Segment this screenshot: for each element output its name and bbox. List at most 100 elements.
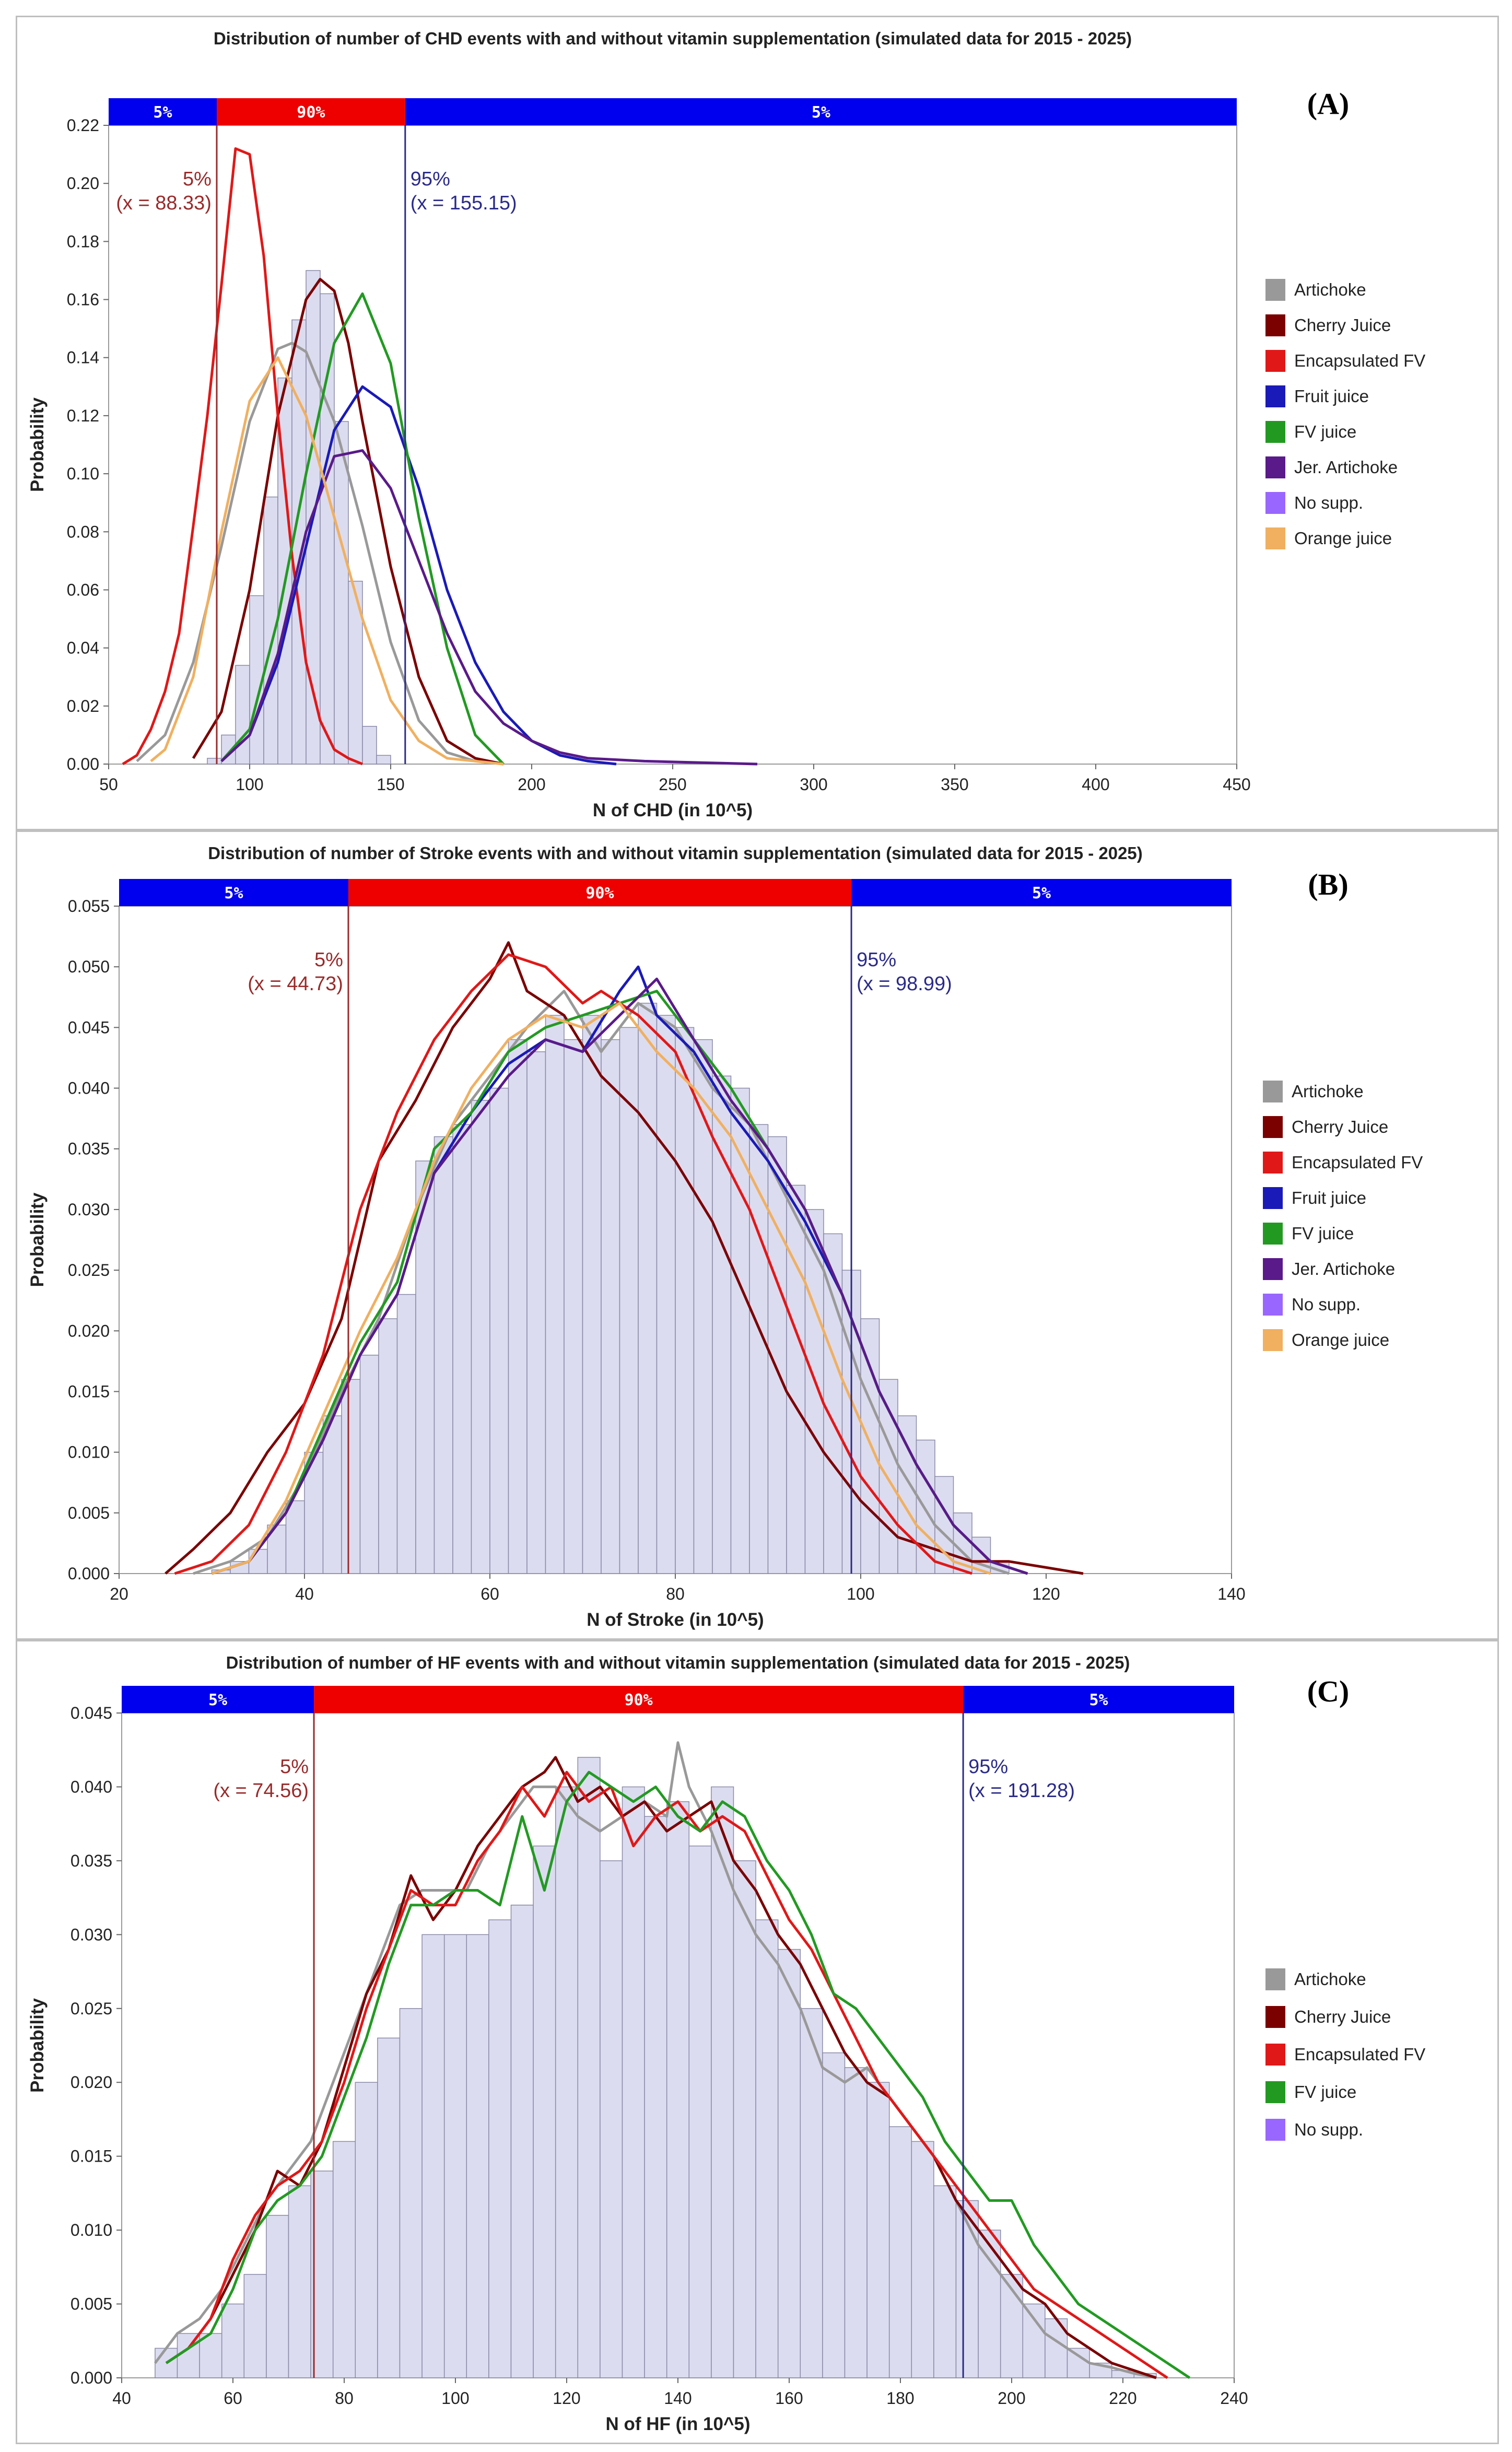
y-tick-label: 0.030 [68, 1200, 110, 1219]
histogram-bar [378, 1318, 398, 1574]
histogram-bar [355, 2082, 378, 2378]
low-percentile-label: 5% [314, 949, 343, 971]
histogram-bar [362, 725, 377, 765]
histogram-bar [577, 1757, 601, 2378]
band-high-segment [963, 1686, 1234, 1713]
legend-swatch-no-supp [1263, 1294, 1283, 1316]
series-line-encapsulated-fv [165, 1770, 1168, 2379]
histogram-bar [1022, 2303, 1046, 2378]
y-tick-label: 0.035 [71, 1851, 112, 1870]
histogram-bar [489, 1087, 509, 1574]
x-tick-label: 60 [480, 1585, 499, 1603]
x-tick-label: 240 [1220, 2389, 1248, 2408]
histogram-bar [243, 2274, 267, 2378]
chart-title: Distribution of number of Stroke events … [208, 843, 1143, 863]
series-line-fv-juice [220, 292, 505, 765]
x-tick-label: 180 [886, 2389, 914, 2408]
series-line-orange-juice [150, 356, 504, 766]
x-tick-label: 100 [441, 2389, 469, 2408]
y-tick-label: 0.025 [68, 1261, 110, 1280]
x-tick-label: 200 [518, 775, 545, 794]
legend-label-artichoke: Artichoke [1294, 1969, 1366, 1989]
y-tick-label: 0.020 [68, 1321, 110, 1340]
x-tick-label: 140 [664, 2389, 691, 2408]
histogram-bar [888, 2126, 912, 2378]
y-tick-label: 0.14 [67, 348, 99, 367]
series-line-fv-juice [165, 1770, 1191, 2379]
histogram-bar [730, 1087, 750, 1574]
high-percentile-label: 95% [968, 1756, 1008, 1778]
y-tick-label: 0.010 [68, 1443, 110, 1462]
histogram-bar [433, 1136, 453, 1574]
x-axis-label: N of HF (in 10^5) [605, 2414, 750, 2434]
legend-label-fv-juice: FV juice [1294, 422, 1356, 441]
x-tick-label: 80 [335, 2389, 354, 2408]
legend-swatch-no-supp [1265, 492, 1285, 514]
y-tick-label: 0.040 [71, 1777, 112, 1796]
legend-swatch-artichoke [1265, 1968, 1285, 1990]
legend-swatch-encapsulated-fv [1263, 1152, 1283, 1174]
histogram-bar [466, 1934, 489, 2378]
x-tick-label: 100 [236, 775, 263, 794]
series-line-jer-artichoke [220, 449, 758, 766]
legend-label-encapsulated-fv: Encapsulated FV [1294, 2045, 1425, 2064]
chart-svg-b: Distribution of number of Stroke events … [27, 843, 1423, 1630]
panel-label: (B) [1308, 867, 1348, 901]
band-high-label: 5% [1089, 1691, 1108, 1709]
legend-label-fv-juice: FV juice [1294, 2082, 1356, 2102]
histogram-bar [320, 293, 335, 765]
y-tick-label: 0.12 [67, 406, 99, 425]
histogram-bar [755, 1919, 779, 2378]
y-tick-label: 0.10 [67, 464, 99, 483]
legend-swatch-fv-juice [1265, 2081, 1285, 2103]
histogram-bar [288, 2185, 311, 2378]
legend-swatch-orange-juice [1265, 527, 1285, 549]
histogram-bar [582, 1015, 602, 1574]
legend-swatch-fruit-juice [1263, 1187, 1283, 1209]
x-tick-label: 250 [659, 775, 686, 794]
y-tick-label: 0.040 [68, 1079, 110, 1098]
histogram-bar [786, 1184, 806, 1574]
x-tick-label: 80 [666, 1585, 685, 1603]
histogram-bar [508, 1039, 528, 1574]
y-tick-label: 0.18 [67, 232, 99, 251]
legend-swatch-artichoke [1263, 1081, 1283, 1102]
x-tick-label: 140 [1217, 1585, 1245, 1603]
series-line-cherry-juice [165, 941, 1084, 1575]
x-tick-label: 50 [99, 775, 118, 794]
legend-label-orange-juice: Orange juice [1294, 529, 1392, 548]
legend-swatch-artichoke [1265, 279, 1285, 301]
histogram-bar [555, 1786, 579, 2378]
panel-a-chd: Distribution of number of CHD events wit… [16, 16, 1499, 830]
y-tick-label: 0.010 [71, 2221, 112, 2239]
y-tick-label: 0.050 [68, 957, 110, 976]
x-tick-label: 200 [998, 2389, 1025, 2408]
legend-label-fruit-juice: Fruit juice [1294, 386, 1369, 406]
histogram-bar [933, 2185, 957, 2378]
histogram-bar [235, 665, 250, 765]
legend-swatch-fv-juice [1263, 1223, 1283, 1245]
legend-swatch-jer-artichoke [1265, 456, 1285, 478]
legend-label-no-supp: No supp. [1294, 2120, 1363, 2139]
band-mid-label: 90% [625, 1691, 653, 1709]
y-tick-label: 0.16 [67, 290, 99, 309]
panel-b-stroke: Distribution of number of Stroke events … [16, 830, 1499, 1640]
histogram-bar [844, 2067, 868, 2378]
x-tick-label: 20 [110, 1585, 128, 1603]
y-tick-label: 0.04 [67, 639, 99, 658]
histogram-bar [526, 1051, 546, 1574]
y-tick-label: 0.02 [67, 697, 99, 715]
panel-c-hf: Distribution of number of HF events with… [16, 1640, 1499, 2444]
y-tick-label: 0.00 [67, 755, 99, 773]
series-line-fruit-juice [220, 385, 617, 766]
x-tick-label: 400 [1082, 775, 1109, 794]
y-axis-label: Probability [27, 397, 48, 492]
x-tick-label: 60 [224, 2389, 242, 2408]
y-tick-label: 0.08 [67, 522, 99, 541]
series-line-encapsulated-fv [122, 147, 363, 766]
chart-title: Distribution of number of HF events with… [226, 1653, 1130, 1672]
histogram-bar [638, 1003, 658, 1574]
low-percentile-label: 5% [280, 1756, 309, 1778]
series-line-encapsulated-fv [174, 953, 972, 1575]
x-tick-label: 40 [295, 1585, 314, 1603]
